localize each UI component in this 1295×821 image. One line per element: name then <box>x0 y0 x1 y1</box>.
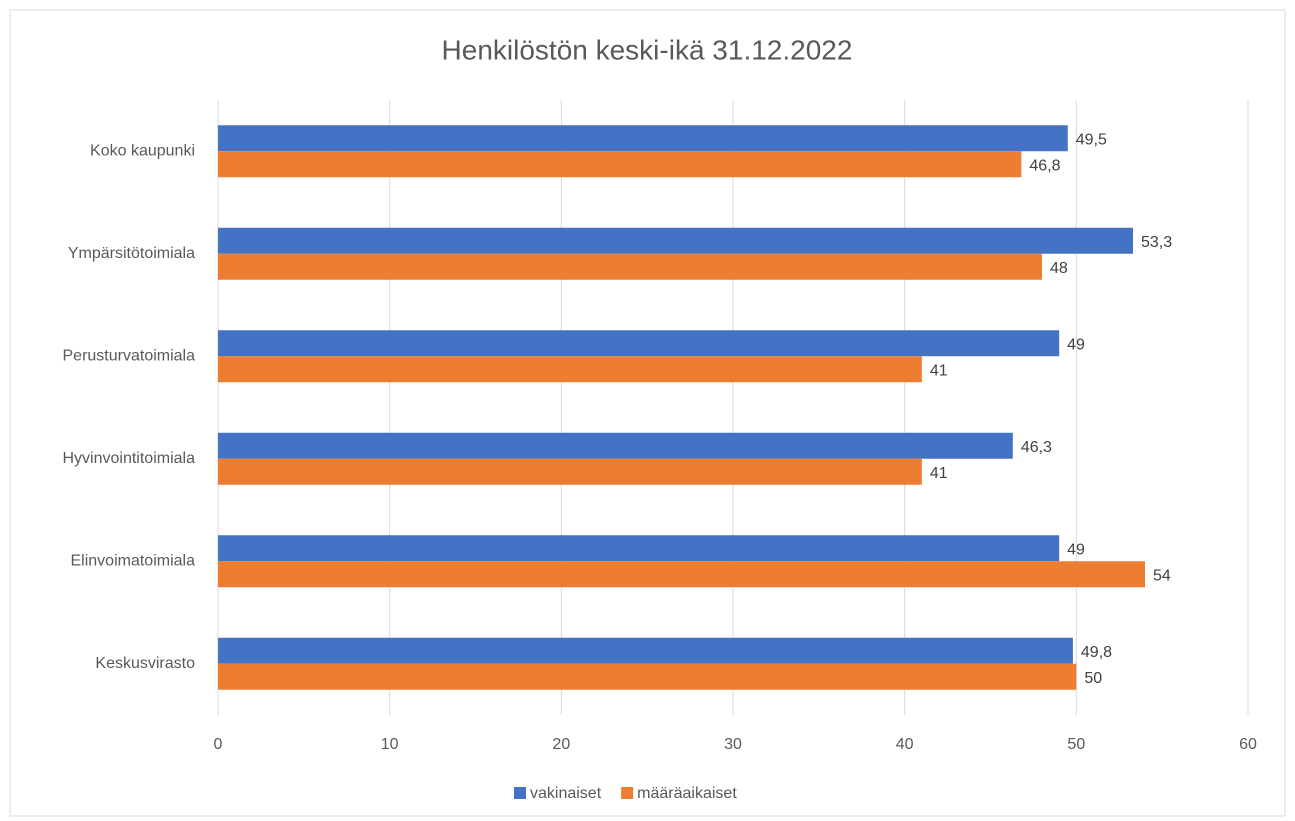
y-tick-label: Koko kaupunki <box>90 142 195 159</box>
bar <box>218 663 1077 690</box>
y-tick-label: Ympärsitötoimiala <box>68 245 195 262</box>
y-tick-label: Hyvinvointitoimiala <box>63 450 196 467</box>
data-label: 41 <box>930 362 948 379</box>
data-label: 50 <box>1084 670 1102 687</box>
bar <box>218 253 1042 280</box>
x-tick-label: 30 <box>724 736 742 753</box>
data-label: 49,8 <box>1081 644 1112 661</box>
bar <box>218 561 1145 588</box>
bar <box>218 535 1060 562</box>
bar <box>218 637 1073 664</box>
data-label: 54 <box>1153 567 1171 584</box>
data-label: 49,5 <box>1076 131 1107 148</box>
y-tick-label: Perusturvatoimiala <box>63 347 196 364</box>
bar <box>218 432 1013 459</box>
data-label: 49 <box>1067 336 1085 353</box>
x-tick-label: 0 <box>214 736 223 753</box>
chart-title: Henkilöstön keski-ikä 31.12.2022 <box>442 34 853 65</box>
data-label: 46,8 <box>1029 157 1060 174</box>
x-tick-label: 50 <box>1067 736 1085 753</box>
data-label: 48 <box>1050 260 1068 277</box>
bar <box>218 151 1022 178</box>
legend-label: vakinaiset <box>530 785 602 802</box>
x-tick-label: 40 <box>896 736 914 753</box>
legend-swatch <box>514 787 526 799</box>
y-tick-label: Elinvoimatoimiala <box>71 552 196 569</box>
y-tick-label: Keskusvirasto <box>95 655 195 672</box>
x-tick-label: 60 <box>1239 736 1257 753</box>
data-label: 49 <box>1067 541 1085 558</box>
legend-label: määräaikaiset <box>637 785 737 802</box>
bar <box>218 458 922 485</box>
data-label: 53,3 <box>1141 234 1172 251</box>
bar <box>218 356 922 383</box>
bar <box>218 330 1060 357</box>
data-label: 46,3 <box>1021 439 1052 456</box>
bar <box>218 125 1068 152</box>
bar <box>218 227 1133 254</box>
x-tick-label: 20 <box>552 736 570 753</box>
legend-swatch <box>621 787 634 799</box>
x-tick-label: 10 <box>381 736 399 753</box>
data-label: 41 <box>930 465 948 482</box>
